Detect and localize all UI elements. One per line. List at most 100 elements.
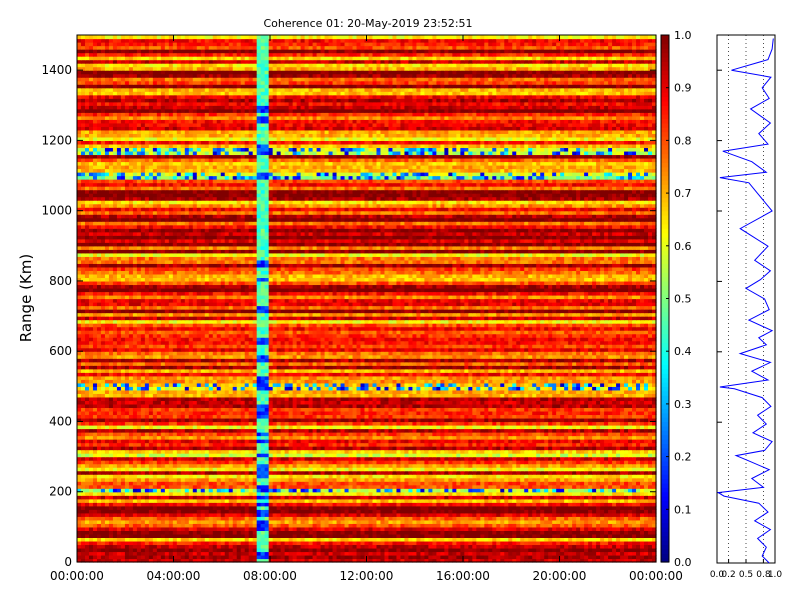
heatmap-cell [261, 488, 266, 492]
heatmap-cell [376, 516, 381, 520]
heatmap-cell [508, 474, 513, 478]
heatmap-cell [297, 471, 302, 475]
heatmap-cell [648, 478, 653, 482]
heatmap-cell [89, 548, 94, 552]
heatmap-cell [193, 457, 198, 461]
heatmap-cell [592, 457, 597, 461]
heatmap-cell [97, 509, 102, 513]
heatmap-cell [532, 467, 537, 471]
heatmap-cell [189, 537, 194, 541]
heatmap-cell [357, 478, 362, 482]
heatmap-cell [249, 457, 254, 461]
heatmap-cell [77, 506, 82, 510]
heatmap-cell [145, 551, 150, 555]
heatmap-cell [508, 443, 513, 447]
heatmap-cell [145, 555, 150, 559]
heatmap-cell [297, 499, 302, 503]
heatmap-cell [89, 527, 94, 531]
heatmap-cell [452, 492, 457, 496]
heatmap-cell [544, 485, 549, 489]
heatmap-cell [552, 502, 557, 506]
heatmap-cell [524, 485, 529, 489]
heatmap-cell [105, 453, 110, 457]
heatmap-cell [548, 485, 553, 489]
heatmap-cell [345, 499, 350, 503]
heatmap-cell [329, 481, 334, 485]
heatmap-cell [213, 478, 218, 482]
heatmap-cell [329, 551, 334, 555]
heatmap-cell [428, 537, 433, 541]
heatmap-cell [141, 555, 146, 559]
heatmap-cell [181, 471, 186, 475]
heatmap-cell [524, 537, 529, 541]
heatmap-cell [305, 537, 310, 541]
heatmap-cell [185, 478, 190, 482]
heatmap-cell [309, 523, 314, 527]
heatmap-cell [233, 513, 238, 517]
heatmap-cell [225, 548, 230, 552]
heatmap-cell [249, 502, 254, 506]
heatmap-cell [628, 453, 633, 457]
heatmap-cell [468, 467, 473, 471]
heatmap-cell [149, 492, 154, 496]
heatmap-cell [241, 506, 246, 510]
heatmap-cell [197, 544, 202, 548]
heatmap-cell [173, 534, 178, 538]
heatmap-cell [333, 551, 338, 555]
heatmap-cell [620, 544, 625, 548]
heatmap-cell [404, 537, 409, 541]
heatmap-cell [544, 523, 549, 527]
heatmap-cell [536, 544, 541, 548]
heatmap-cell [620, 446, 625, 450]
heatmap-cell [452, 499, 457, 503]
heatmap-cell [353, 520, 358, 524]
heatmap-cell [380, 551, 385, 555]
heatmap-cell [321, 523, 326, 527]
heatmap-cell [141, 481, 146, 485]
heatmap-cell [157, 457, 162, 461]
heatmap-cell [209, 457, 214, 461]
heatmap-cell [121, 527, 126, 531]
heatmap-cell [596, 555, 601, 559]
heatmap-cell [293, 499, 298, 503]
heatmap-cell [193, 485, 198, 489]
heatmap-cell [456, 485, 461, 489]
heatmap-cell [504, 474, 509, 478]
heatmap-cell [333, 471, 338, 475]
heatmap-cell [177, 509, 182, 513]
heatmap-cell [524, 481, 529, 485]
heatmap-cell [580, 485, 585, 489]
heatmap-cell [273, 520, 278, 524]
heatmap-cell [109, 488, 114, 492]
heatmap-cell [249, 516, 254, 520]
heatmap-cell [217, 499, 222, 503]
heatmap-cell [225, 492, 230, 496]
heatmap-cell [632, 541, 637, 545]
heatmap-cell [504, 485, 509, 489]
heatmap-cell [177, 537, 182, 541]
heatmap-cell [153, 464, 158, 468]
heatmap-cell [165, 502, 170, 506]
heatmap-cell [309, 548, 314, 552]
heatmap-cell [576, 457, 581, 461]
heatmap-cell [372, 548, 377, 552]
heatmap-cell [129, 457, 134, 461]
heatmap-cell [337, 478, 342, 482]
heatmap-cell [313, 460, 318, 464]
heatmap-cell [428, 516, 433, 520]
heatmap-cell [560, 520, 565, 524]
heatmap-cell [608, 513, 613, 517]
heatmap-cell [169, 439, 174, 443]
heatmap-cell [301, 474, 306, 478]
heatmap-cell [345, 534, 350, 538]
heatmap-cell [380, 457, 385, 461]
heatmap-cell [109, 544, 114, 548]
heatmap-cell [500, 478, 505, 482]
heatmap-cell [277, 439, 282, 443]
heatmap-cell [305, 471, 310, 475]
heatmap-cell [101, 555, 106, 559]
heatmap-cell [384, 495, 389, 499]
heatmap-cell [492, 453, 497, 457]
heatmap-cell [317, 439, 322, 443]
heatmap-cell [117, 548, 122, 552]
